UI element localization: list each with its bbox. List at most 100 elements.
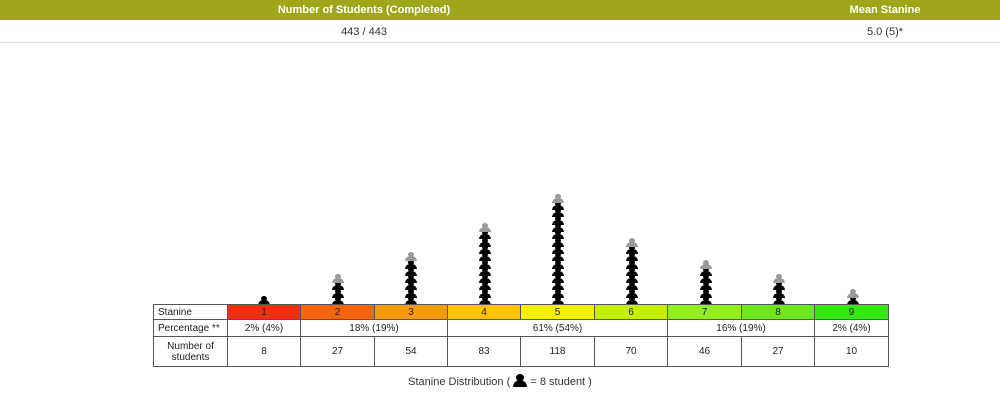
student-icon-stanine-5 — [552, 281, 565, 291]
stanine-8-cell: 8 — [741, 304, 815, 320]
student-icon-stanine-4 — [478, 281, 491, 291]
student-icon-stanine-5 — [552, 215, 565, 225]
stanine-4-cell: 4 — [447, 304, 521, 320]
count-2-cell: 27 — [300, 336, 375, 367]
percentage-band-4: 16% (19%) — [667, 319, 815, 337]
percentage-band-2: 18% (19%) — [300, 319, 448, 337]
student-icon-stanine-5 — [552, 274, 565, 284]
student-icon-stanine-2 — [331, 274, 344, 284]
student-icon-stanine-4 — [478, 237, 491, 247]
percentage-band-1: 2% (4%) — [227, 319, 301, 337]
student-icon-stanine-5 — [552, 244, 565, 254]
student-icon-stanine-5 — [552, 193, 565, 203]
student-icon-stanine-9 — [846, 296, 859, 305]
count-7-cell: 46 — [667, 336, 742, 367]
count-5-cell: 118 — [520, 336, 595, 367]
count-6-cell: 70 — [594, 336, 668, 367]
caption-suffix: = 8 student ) — [530, 376, 592, 388]
stanine-9-cell: 9 — [814, 304, 889, 320]
student-icon-stanine-2 — [331, 288, 344, 298]
student-icon-stanine-8 — [773, 281, 786, 291]
student-icon-stanine-7 — [699, 296, 712, 305]
count-9-cell: 10 — [814, 336, 889, 367]
student-icon-stanine-3 — [405, 259, 418, 269]
chart-caption: Stanine Distribution ( = 8 student ) — [0, 374, 1000, 388]
student-icon-stanine-5 — [552, 288, 565, 298]
stanine-table: Stanine 1 2 3 4 5 6 7 8 9 Percentage ** … — [153, 304, 889, 367]
student-icon-stanine-9 — [846, 288, 859, 298]
percentage-band-3: 61% (54%) — [447, 319, 668, 337]
student-icon-stanine-2 — [331, 281, 344, 291]
student-icon-stanine-3 — [405, 288, 418, 298]
count-4-cell: 83 — [447, 336, 521, 367]
student-icon-stanine-3 — [405, 266, 418, 276]
count-8-cell: 27 — [741, 336, 815, 367]
student-icon-stanine-5 — [552, 296, 565, 305]
student-icon-stanine-6 — [626, 296, 638, 305]
student-icon-stanine-6 — [626, 288, 638, 298]
stanine-pictogram — [258, 193, 859, 305]
student-icon-stanine-5 — [552, 208, 565, 218]
student-icon-stanine-4 — [478, 223, 491, 232]
percentage-row: Percentage ** 2% (4%) 18% (19%) 61% (54%… — [153, 319, 889, 337]
student-icon-stanine-4 — [478, 230, 491, 240]
summary-values: 443 / 443 5.0 (5)* — [0, 20, 1000, 43]
student-icon-stanine-1 — [258, 296, 270, 305]
student-icon-stanine-5 — [552, 259, 565, 269]
student-icon-stanine-7 — [699, 274, 712, 284]
stanine-6-cell: 6 — [594, 304, 668, 320]
student-icon-stanine-5 — [552, 266, 565, 276]
student-icon-stanine-4 — [478, 244, 491, 254]
percentage-row-label: Percentage ** — [153, 319, 228, 337]
count-1-cell: 8 — [227, 336, 301, 367]
student-icon-stanine-7 — [699, 281, 712, 291]
stanine-1-cell: 1 — [227, 304, 301, 320]
student-icon-stanine-8 — [773, 296, 786, 305]
student-icon-stanine-4 — [478, 288, 491, 298]
student-icon-stanine-7 — [699, 288, 712, 298]
student-icon-stanine-7 — [699, 259, 712, 269]
count-row: Number of students 8 27 54 83 118 70 46 … — [153, 336, 889, 367]
student-icon-stanine-6 — [626, 244, 638, 254]
students-completed-value: 443 / 443 — [341, 26, 387, 38]
mean-stanine-header: Mean Stanine — [849, 4, 921, 16]
count-row-label-text: Number of students — [167, 340, 214, 363]
student-icon-stanine-4 — [478, 296, 491, 305]
stanine-7-cell: 7 — [667, 304, 742, 320]
student-icon-stanine-4 — [478, 266, 491, 276]
student-icon-stanine-5 — [552, 201, 565, 211]
student-icon-stanine-6 — [626, 266, 638, 276]
caption-prefix: Stanine Distribution ( — [408, 376, 511, 388]
student-icon-stanine-8 — [773, 274, 786, 284]
student-icon-stanine-3 — [405, 281, 418, 291]
student-icon-stanine-3 — [405, 252, 418, 262]
student-icon-stanine-4 — [478, 274, 491, 284]
stanine-row: Stanine 1 2 3 4 5 6 7 8 9 — [153, 304, 889, 320]
person-legend-icon — [513, 374, 528, 387]
stanine-2-cell: 2 — [300, 304, 375, 320]
student-icon-stanine-3 — [405, 274, 418, 284]
student-icon-stanine-6 — [626, 252, 638, 262]
student-icon-stanine-5 — [552, 223, 565, 232]
stanine-3-cell: 3 — [374, 304, 448, 320]
stanine-5-cell: 5 — [520, 304, 595, 320]
mean-stanine-value: 5.0 (5)* — [866, 26, 904, 38]
student-icon-stanine-5 — [552, 230, 565, 240]
student-icon-stanine-3 — [405, 296, 418, 305]
student-icon-stanine-6 — [626, 237, 638, 247]
student-icon-stanine-6 — [626, 259, 638, 269]
students-completed-header: Number of Students (Completed) — [277, 4, 451, 16]
student-icon-stanine-6 — [626, 274, 638, 284]
percentage-band-5: 2% (4%) — [814, 319, 889, 337]
student-icon-stanine-6 — [626, 281, 638, 291]
stanine-row-label: Stanine — [153, 304, 228, 320]
count-3-cell: 54 — [374, 336, 448, 367]
student-icon-stanine-2 — [331, 296, 344, 305]
student-icon-stanine-4 — [478, 252, 491, 262]
student-icon-stanine-7 — [699, 266, 712, 276]
student-icon-stanine-4 — [478, 259, 491, 269]
summary-header: Number of Students (Completed) Mean Stan… — [0, 0, 1000, 20]
student-icon-stanine-5 — [552, 237, 565, 247]
student-icon-stanine-8 — [773, 288, 786, 298]
count-row-label: Number of students — [153, 336, 228, 367]
